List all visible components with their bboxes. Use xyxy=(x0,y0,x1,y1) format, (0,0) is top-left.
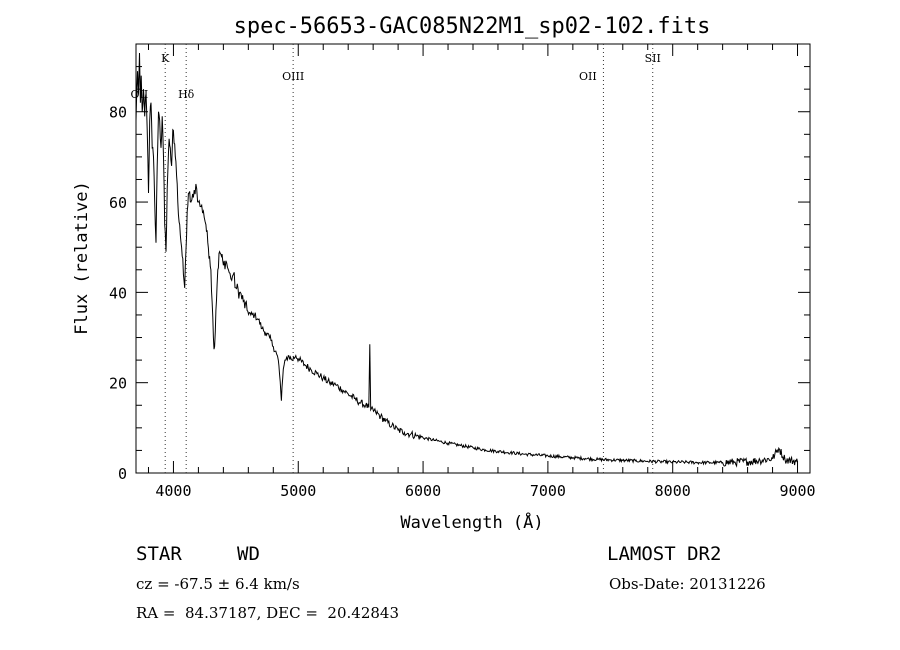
y-tick-label: 0 xyxy=(118,465,127,483)
y-tick-label: 20 xyxy=(109,375,127,393)
x-tick-label: 5000 xyxy=(280,482,316,500)
x-tick-label: 7000 xyxy=(530,482,566,500)
chart-title: spec-56653-GAC085N22M1_sp02-102.fits xyxy=(234,14,711,39)
plot-frame xyxy=(135,43,811,474)
y-tick-label: 80 xyxy=(109,104,127,122)
x-tick-label: 9000 xyxy=(779,482,815,500)
spectral-line-label: K xyxy=(161,52,170,65)
observation-date: Obs-Date: 20131226 xyxy=(609,575,766,593)
spectral-line-label: OII xyxy=(579,70,597,83)
spectral-line-label: Hδ xyxy=(178,88,195,101)
sky-coordinates: RA = 84.37187, DEC = 20.42843 xyxy=(136,604,400,622)
spectral-line-label: SII xyxy=(645,52,661,65)
x-tick-label: 8000 xyxy=(655,482,691,500)
y-tick-labels: 0 20 40 60 80 xyxy=(109,104,127,483)
object-class: STAR xyxy=(136,543,182,565)
axis-ticks xyxy=(136,43,810,474)
y-tick-label: 40 xyxy=(109,284,127,302)
y-axis-label: Flux (relative) xyxy=(72,181,92,335)
x-axis-label: Wavelength (Å) xyxy=(400,511,543,533)
y-tick-label: 60 xyxy=(109,194,127,212)
x-tick-label: 4000 xyxy=(155,482,191,500)
x-tick-labels: 4000 5000 6000 7000 8000 9000 xyxy=(155,482,815,500)
redshift-velocity: cz = -67.5 ± 6.4 km/s xyxy=(136,575,300,593)
x-tick-label: 6000 xyxy=(405,482,441,500)
spectrum-series-line xyxy=(135,52,798,468)
object-subclass: WD xyxy=(237,543,260,565)
survey-name: LAMOST DR2 xyxy=(607,543,722,565)
spectral-line-label: OIII xyxy=(282,70,304,83)
line-markers xyxy=(164,44,654,473)
